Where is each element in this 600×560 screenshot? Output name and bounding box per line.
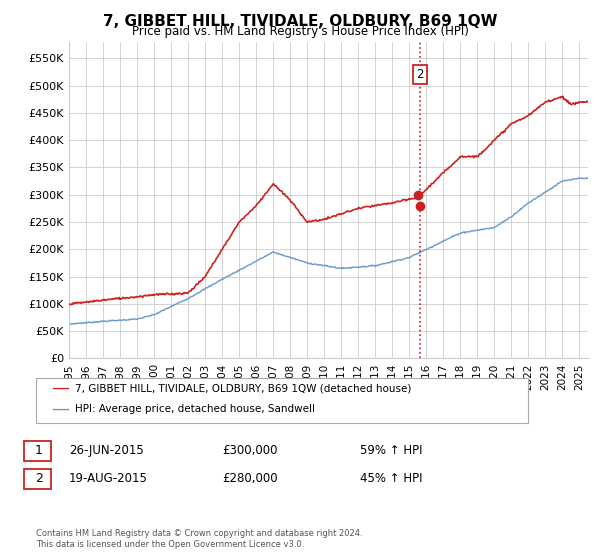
Text: 7, GIBBET HILL, TIVIDALE, OLDBURY, B69 1QW (detached house): 7, GIBBET HILL, TIVIDALE, OLDBURY, B69 1…: [75, 383, 412, 393]
Text: 19-AUG-2015: 19-AUG-2015: [69, 472, 148, 486]
Text: HPI: Average price, detached house, Sandwell: HPI: Average price, detached house, Sand…: [75, 404, 315, 414]
Text: Contains HM Land Registry data © Crown copyright and database right 2024.
This d: Contains HM Land Registry data © Crown c…: [36, 529, 362, 549]
Text: 59% ↑ HPI: 59% ↑ HPI: [360, 444, 422, 458]
Text: 1: 1: [35, 444, 43, 458]
Text: 45% ↑ HPI: 45% ↑ HPI: [360, 472, 422, 486]
Text: £300,000: £300,000: [222, 444, 277, 458]
Text: Price paid vs. HM Land Registry's House Price Index (HPI): Price paid vs. HM Land Registry's House …: [131, 25, 469, 38]
Text: —: —: [51, 379, 69, 397]
Text: 2: 2: [416, 68, 424, 81]
Text: 2: 2: [35, 472, 43, 486]
Text: £280,000: £280,000: [222, 472, 278, 486]
Text: 26-JUN-2015: 26-JUN-2015: [69, 444, 144, 458]
Text: —: —: [51, 400, 69, 418]
Text: 7, GIBBET HILL, TIVIDALE, OLDBURY, B69 1QW: 7, GIBBET HILL, TIVIDALE, OLDBURY, B69 1…: [103, 14, 497, 29]
